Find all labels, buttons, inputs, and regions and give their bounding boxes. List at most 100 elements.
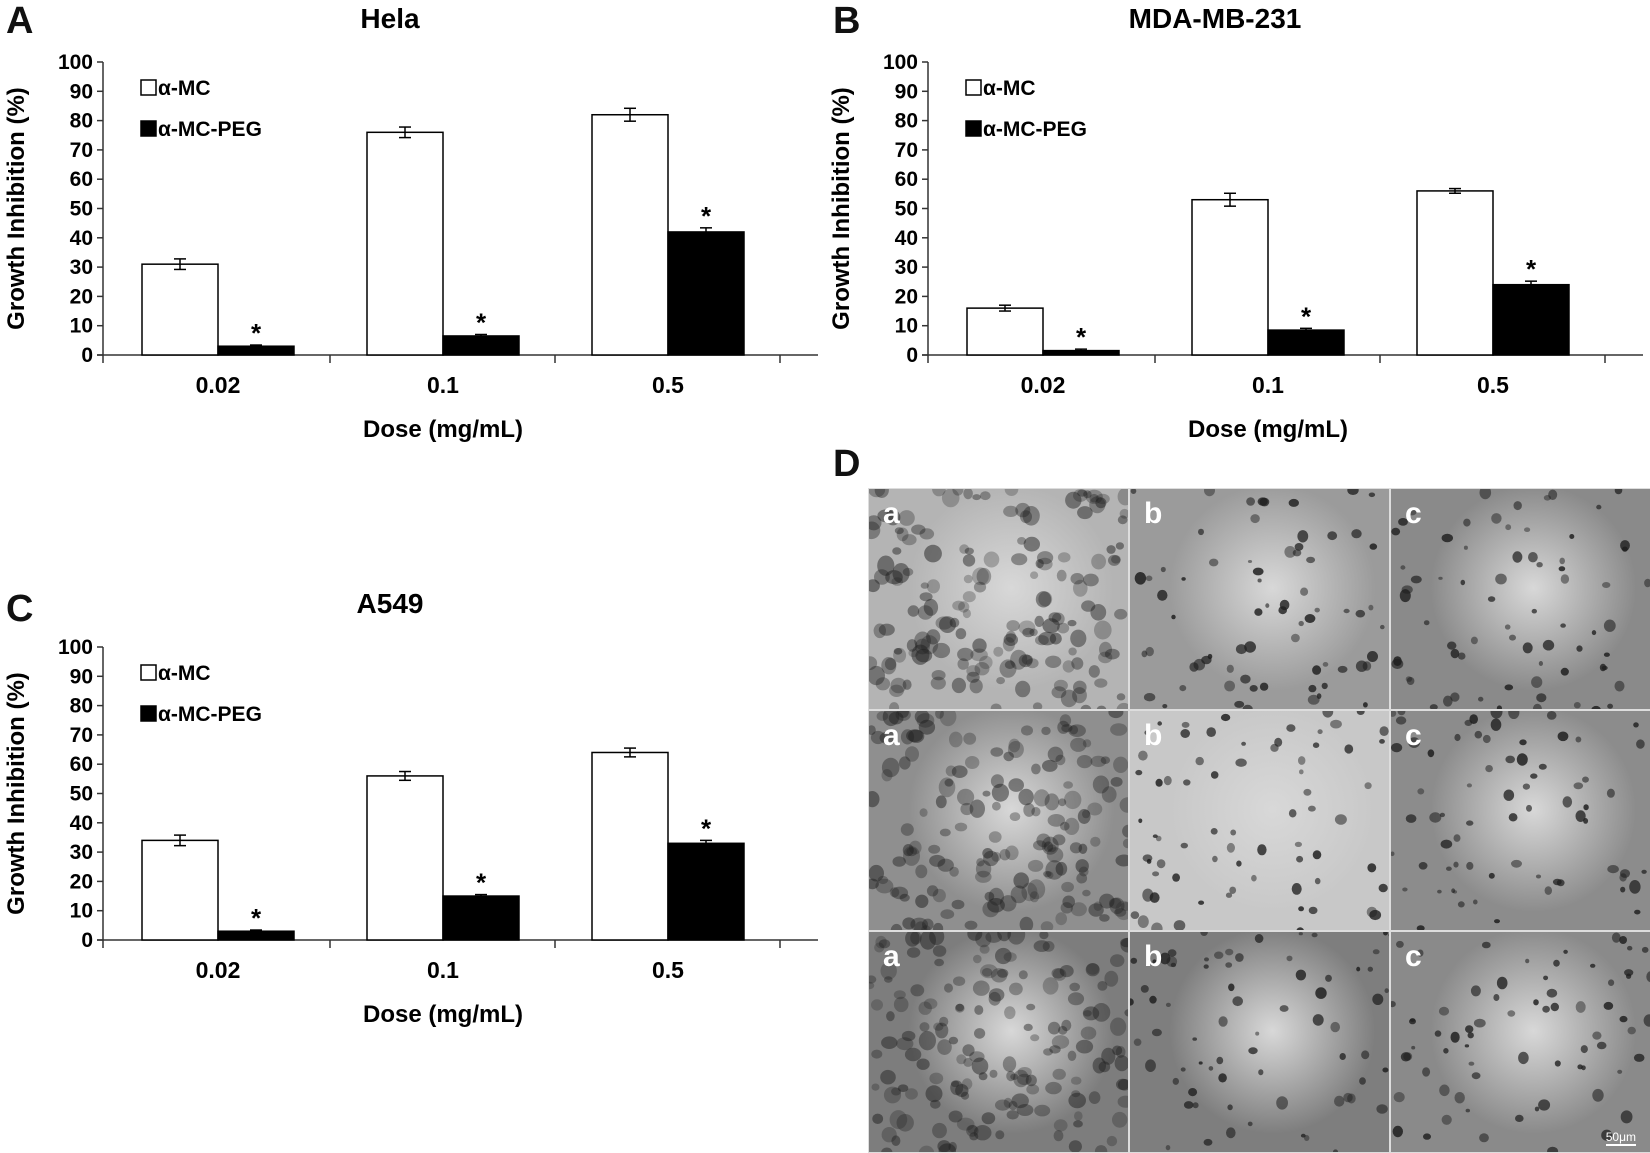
y-tick-label: 10 (895, 315, 918, 338)
legend-swatch (140, 120, 157, 137)
x-tick-label: 0.1 (1252, 372, 1284, 398)
y-tick-label: 100 (58, 636, 93, 659)
significance-star: * (1526, 254, 1537, 284)
significance-star: * (701, 201, 712, 231)
cell-texture (1130, 932, 1389, 1152)
micrograph-label: c (1405, 940, 1422, 974)
bar-alpha-mc (366, 775, 444, 941)
y-tick-label: 60 (895, 168, 918, 191)
legend-label: α-MC-PEG (983, 118, 1087, 141)
y-tick-label: 10 (70, 900, 93, 923)
micrograph-tile: b (1129, 931, 1390, 1153)
y-tick-label: 70 (70, 724, 93, 747)
bar-alpha-mc (141, 839, 219, 941)
legend-swatch (965, 120, 982, 137)
significance-star: * (701, 813, 712, 843)
y-tick-label: 60 (70, 168, 93, 191)
legend-swatch (140, 664, 157, 681)
cell-texture (1391, 710, 1647, 931)
micrograph-tile: a (868, 931, 1129, 1153)
x-tick-label: 0.02 (196, 957, 241, 983)
bar-chart-hela: Hela 0 10 20 30 40 50 60 70 80 90 100 Growth Inhibit… (3, 3, 818, 443)
cell-texture (869, 489, 1128, 709)
x-tick-label: 0.5 (1477, 372, 1509, 398)
cell-texture (1130, 710, 1389, 931)
cell-texture (1391, 489, 1650, 709)
micrograph-label: a (883, 940, 900, 974)
micrograph-tile: b (1129, 488, 1390, 710)
panel-letter-d: D (833, 443, 861, 485)
significance-star: * (251, 903, 262, 933)
y-tick-label: 0 (906, 344, 918, 367)
panel-letter-c: C (6, 588, 34, 630)
bar-alpha-mc-peg (667, 842, 745, 941)
y-tick-label: 80 (70, 695, 93, 718)
bar-alpha-mc-peg (667, 231, 745, 356)
x-tick-label: 0.02 (196, 372, 241, 398)
y-tick-label: 60 (70, 753, 93, 776)
bar-alpha-mc (1416, 190, 1494, 356)
y-tick-label: 70 (895, 139, 918, 162)
y-tick-label: 20 (70, 285, 93, 308)
y-tick-label: 80 (895, 110, 918, 133)
panel-letter-b: B (833, 0, 861, 42)
y-tick-label: 70 (70, 139, 93, 162)
y-tick-label: 40 (895, 227, 918, 250)
legend-label: α-MC-PEG (158, 118, 262, 141)
bar-alpha-mc (366, 131, 444, 356)
y-tick-label: 50 (895, 198, 918, 221)
significance-star: * (476, 868, 487, 898)
micrograph-tile: a (868, 488, 1129, 710)
micrograph-tile: c 50μm (1390, 931, 1650, 1153)
bar-alpha-mc-peg (1267, 329, 1345, 356)
y-tick-label: 40 (70, 227, 93, 250)
y-tick-label: 10 (70, 315, 93, 338)
bar-alpha-mc (591, 113, 669, 356)
y-tick-label: 100 (883, 51, 918, 74)
bar-alpha-mc (1191, 198, 1269, 356)
y-tick-label: 90 (70, 665, 93, 688)
cell-texture (1391, 932, 1650, 1152)
chart-title: Hela (360, 3, 420, 34)
legend-label: α-MC (158, 662, 211, 685)
y-tick-label: 80 (70, 110, 93, 133)
micrograph-grid: a b c a b c a b c 50μm (868, 488, 1650, 1153)
micrograph-label: c (1405, 718, 1422, 752)
legend-label: α-MC (158, 77, 211, 100)
y-tick-label: 20 (70, 870, 93, 893)
bar-alpha-mc-peg (442, 335, 520, 356)
micrograph-tile: c (1390, 488, 1650, 710)
bar-alpha-mc (591, 751, 669, 941)
y-axis-label: Growth Inhibition (%) (3, 87, 30, 330)
bar-alpha-mc (141, 263, 219, 356)
cell-texture (869, 932, 1128, 1152)
y-tick-label: 50 (70, 783, 93, 806)
micrograph-label: b (1144, 497, 1163, 530)
micrograph-label: a (883, 497, 900, 530)
significance-star: * (1301, 301, 1312, 331)
significance-star: * (1076, 322, 1087, 352)
micrograph-tile: c (1390, 709, 1650, 932)
significance-star: * (251, 318, 262, 348)
y-tick-label: 90 (895, 80, 918, 103)
bar-alpha-mc-peg (442, 895, 520, 941)
x-tick-label: 0.5 (652, 957, 684, 983)
significance-star: * (476, 307, 487, 337)
chart-title: MDA-MB-231 (1129, 3, 1302, 34)
y-tick-label: 40 (70, 812, 93, 835)
legend-swatch (140, 79, 157, 96)
micrograph-label: b (1144, 940, 1163, 974)
bar-chart-a549: A549 0 10 20 30 40 50 60 70 80 90 100 Growth Inhibit… (3, 588, 818, 1028)
x-tick-label: 0.02 (1021, 372, 1066, 398)
y-tick-label: 100 (58, 51, 93, 74)
x-tick-label: 0.5 (652, 372, 684, 398)
y-tick-label: 30 (70, 256, 93, 279)
y-axis-label: Growth Inhibition (%) (3, 672, 30, 915)
x-axis-label: Dose (mg/mL) (363, 1001, 523, 1028)
y-tick-label: 0 (81, 344, 93, 367)
legend-label: α-MC-PEG (158, 703, 262, 726)
y-axis-label: Growth Inhibition (%) (828, 87, 855, 330)
y-tick-label: 30 (70, 841, 93, 864)
x-tick-label: 0.1 (427, 957, 459, 983)
micrograph-label: c (1405, 497, 1422, 530)
